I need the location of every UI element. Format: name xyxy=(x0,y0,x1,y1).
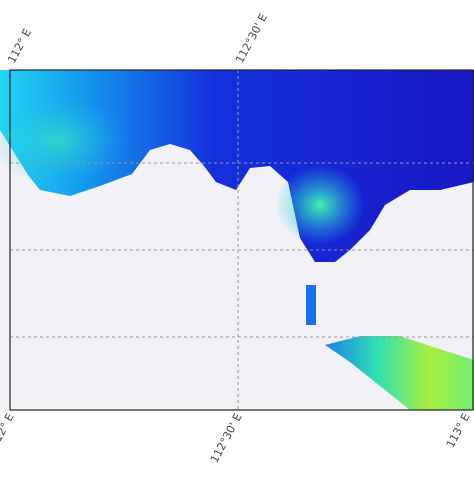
bottom-tick-label: 112°30' E xyxy=(208,411,245,465)
top-tick-label: 112°30' E xyxy=(233,12,270,66)
bottom-tick-label: 113° E xyxy=(444,411,473,450)
map-frame xyxy=(9,69,474,411)
sea-channel xyxy=(306,285,316,325)
bottom-tick-label: 112° E xyxy=(0,411,17,450)
coastal-water xyxy=(0,95,130,185)
top-tick-label: 112° E xyxy=(5,27,34,66)
sea-south xyxy=(325,336,474,410)
coastal-water xyxy=(275,165,365,245)
